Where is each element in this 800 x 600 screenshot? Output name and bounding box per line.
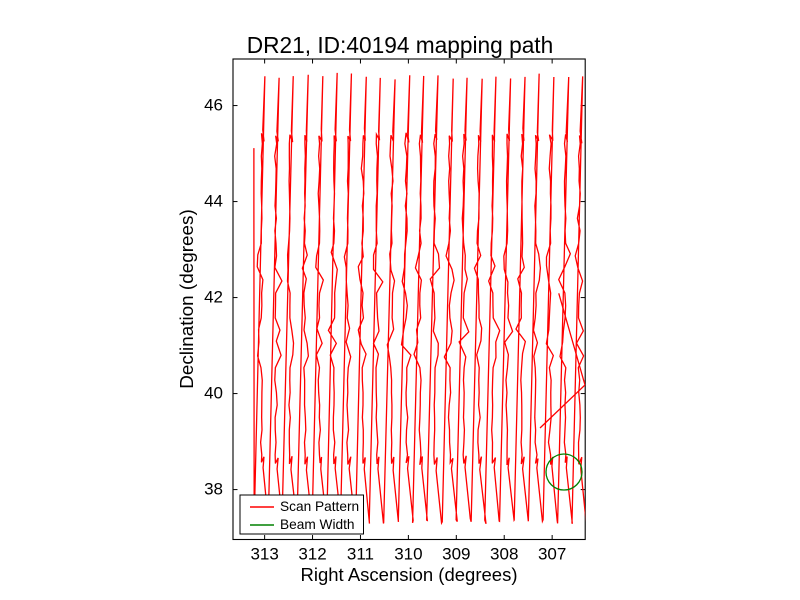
svg-text:42: 42 [204,288,223,307]
svg-text:46: 46 [204,96,223,115]
svg-text:40: 40 [204,384,223,403]
svg-text:308: 308 [490,545,518,564]
svg-text:44: 44 [204,192,223,211]
svg-text:311: 311 [347,545,374,564]
svg-text:309: 309 [442,545,470,564]
svg-text:312: 312 [298,545,326,564]
svg-text:Beam Width: Beam Width [280,517,355,532]
svg-text:313: 313 [250,545,278,564]
svg-text:38: 38 [204,480,223,499]
svg-text:Scan Pattern: Scan Pattern [280,499,359,514]
svg-text:310: 310 [394,545,422,564]
svg-text:307: 307 [538,545,566,564]
